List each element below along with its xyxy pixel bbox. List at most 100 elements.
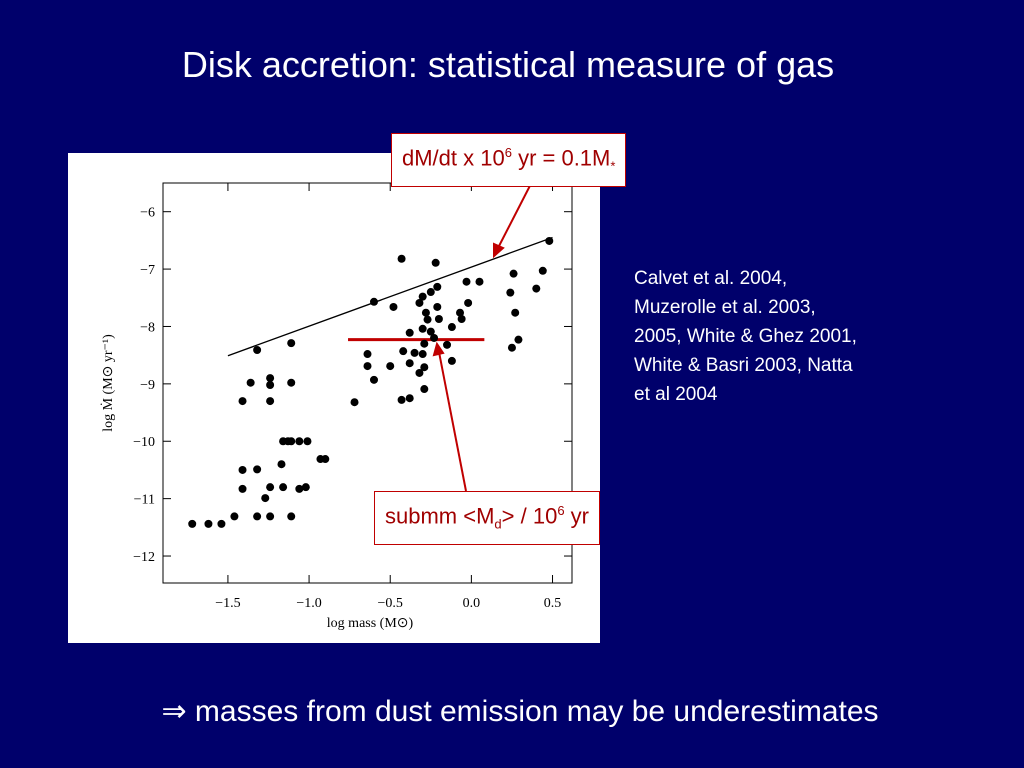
point [277,460,286,469]
point [405,359,414,368]
point [434,315,443,324]
point [457,315,466,324]
plot-frame [162,182,573,584]
point [399,347,408,356]
point [350,398,359,407]
y-tick-label: −6 [140,206,155,221]
point [266,381,275,390]
point [204,519,213,528]
point [405,394,414,403]
point [545,236,554,245]
callout-text: > / 10 [501,503,558,529]
point [456,308,465,317]
point [301,483,310,492]
y-tick-label: −12 [133,550,155,565]
point [295,437,304,446]
x-tick-label: −1.0 [296,596,321,611]
title: Disk accretion: statistical measure of g… [181,44,835,85]
arrow-head [432,341,445,357]
point [217,519,226,528]
x-axis-label: log mass (M⊙) [327,616,414,631]
point [238,484,247,493]
point [423,315,432,324]
fit-line [227,236,553,357]
callout-text: yr = 0.1M [511,145,611,171]
x-tick-label: −1.5 [215,596,240,611]
point [475,277,484,286]
point [514,335,523,344]
point [433,302,442,311]
arrow [438,351,467,492]
y-tick-label: −9 [140,378,155,393]
callout: submm <Md> / 106 yr [374,491,600,545]
point [266,397,275,406]
point [321,455,330,464]
point [433,282,442,291]
y-tick-label: −11 [134,493,155,508]
point [261,494,270,503]
point [462,277,471,286]
point [397,395,406,404]
point [266,374,275,383]
point [303,437,312,446]
point [464,298,473,307]
point [389,302,398,311]
reference-line: Muzerolle et al. 2003, [634,297,816,318]
reference-line: Calvet et al. 2004, [634,268,788,289]
point [279,483,288,492]
y-tick-label: −10 [133,435,155,450]
point [511,308,520,317]
point [287,437,296,446]
point [430,333,439,342]
point [369,375,378,384]
point [509,269,518,278]
point [295,484,304,493]
callout-text: d [494,516,502,532]
callout-text: submm <M [385,503,495,529]
point [253,346,262,355]
point [426,288,435,297]
references: Calvet et al. 2004, Muzerolle et al. 2003… [634,264,857,409]
point [415,368,424,377]
callout-text: 6 [557,503,565,518]
point [410,348,419,357]
point [538,266,547,275]
point [418,324,427,333]
point [266,512,275,521]
point [287,512,296,521]
point [418,292,427,301]
point [266,483,275,492]
point [230,512,239,521]
y-tick-label: −7 [140,263,155,278]
callout-text: * [610,158,616,174]
point [415,298,424,307]
arrow-head [493,242,505,259]
x-tick-label: 0.0 [463,596,481,611]
callout-text: dM/dt x 10 [402,145,505,171]
point [447,323,456,332]
callout-text: 6 [504,145,512,160]
point [447,356,456,365]
point [421,308,430,317]
y-axis-label: log Ṁ (M⊙ yr⁻¹) [100,334,116,432]
point [420,339,429,348]
point [188,519,197,528]
point [507,343,516,352]
point [405,328,414,337]
point [253,512,262,521]
point [431,258,440,267]
point [363,350,372,359]
point [418,350,427,359]
point [369,297,378,306]
reference-line: et al 2004 [634,384,718,405]
chart-background [68,153,600,643]
point [443,340,452,349]
point [426,327,435,336]
x-tick-label: 0.5 [544,596,562,611]
point [532,284,541,293]
y-tick-label: −8 [140,320,155,335]
point [246,378,255,387]
point [386,362,395,371]
point [420,363,429,372]
